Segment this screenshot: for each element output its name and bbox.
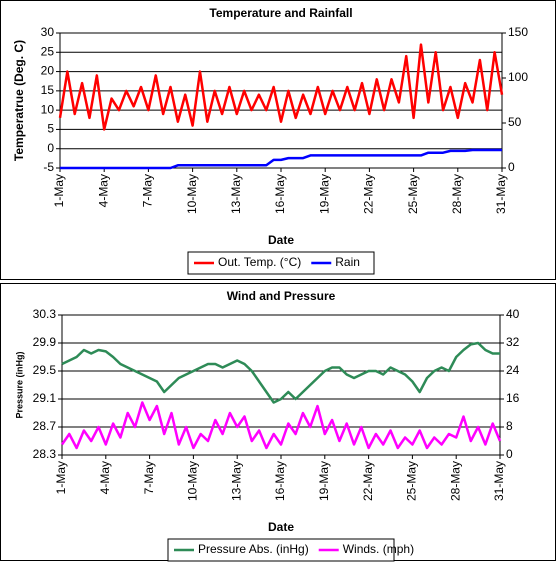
legend-box xyxy=(167,538,395,562)
series-line xyxy=(60,401,502,450)
y-tick-label: 29.1 xyxy=(33,391,57,405)
series-line xyxy=(61,341,500,404)
y-tick-label: 0 xyxy=(47,141,54,155)
x-tick-label: 10-May xyxy=(185,174,199,214)
x-tick-label: 13-May xyxy=(229,174,243,214)
x-tick-label: 22-May xyxy=(362,174,376,214)
y-tick-label: 30.3 xyxy=(33,307,57,321)
y-tick-label: 25 xyxy=(41,44,55,58)
series-line xyxy=(60,148,502,170)
x-tick-label: 7-May xyxy=(142,461,156,494)
x-tick-label: 22-May xyxy=(361,461,375,501)
chart-title: Wind and Pressure xyxy=(227,289,336,303)
plot-area xyxy=(61,314,501,456)
y2-tick-label: 32 xyxy=(506,335,520,349)
y2-tick-label: 0 xyxy=(506,447,513,461)
x-tick-label: 7-May xyxy=(141,174,155,207)
y-tick-label: 29.5 xyxy=(33,363,57,377)
legend-label: Pressure Abs. (inHg) xyxy=(198,542,309,556)
legend-label: Out. Temp. (°C) xyxy=(218,255,301,269)
y2-tick-label: 150 xyxy=(508,25,528,39)
y-tick-label: 20 xyxy=(41,64,55,78)
y2-tick-label: 8 xyxy=(506,419,513,433)
y2-tick-label: 100 xyxy=(508,70,528,84)
x-tick-label: 31-May xyxy=(494,174,508,214)
y-tick-label: 10 xyxy=(41,102,55,116)
chart-title: Temperature and Rainfall xyxy=(209,6,352,20)
y-tick-label: 28.3 xyxy=(33,447,57,461)
x-tick-label: 16-May xyxy=(273,174,287,214)
y-tick-label: 15 xyxy=(41,83,55,97)
x-axis-label: Date xyxy=(268,520,294,534)
series-line xyxy=(58,43,504,131)
x-tick-label: 4-May xyxy=(96,174,110,207)
y2-tick-label: 24 xyxy=(506,363,520,377)
legend-label: Winds. (mph) xyxy=(343,542,414,556)
x-tick-label: 13-May xyxy=(229,461,243,501)
x-tick-label: 4-May xyxy=(98,461,112,494)
x-tick-label: 31-May xyxy=(492,461,506,501)
x-tick-label: 10-May xyxy=(186,461,200,501)
x-axis-label: Date xyxy=(268,233,294,247)
y2-tick-label: 0 xyxy=(508,160,515,174)
legend-label: Rain xyxy=(335,255,360,269)
y-tick-label: 28.7 xyxy=(33,419,57,433)
x-tick-label: 1-May xyxy=(52,174,66,207)
y-tick-label: 5 xyxy=(47,122,54,136)
x-tick-label: 19-May xyxy=(317,461,331,501)
x-tick-label: 19-May xyxy=(317,174,331,214)
y-axis-label: Temperatrue (Deg. C) xyxy=(12,40,26,161)
x-tick-label: 25-May xyxy=(405,461,419,501)
x-tick-label: 28-May xyxy=(448,461,462,501)
y-tick-label: 30 xyxy=(41,25,55,39)
x-tick-label: 1-May xyxy=(54,461,68,494)
y2-tick-label: 16 xyxy=(506,391,520,405)
x-tick-label: 16-May xyxy=(273,461,287,501)
y-axis-label: Pressure (inHg) xyxy=(14,351,24,418)
y-tick-label: 29.9 xyxy=(33,335,57,349)
y2-tick-label: 40 xyxy=(506,307,520,321)
y-tick-label: -5 xyxy=(43,160,54,174)
x-tick-label: 25-May xyxy=(406,174,420,214)
legend-box xyxy=(187,251,375,275)
y2-tick-label: 50 xyxy=(508,115,522,129)
x-tick-label: 28-May xyxy=(450,174,464,214)
